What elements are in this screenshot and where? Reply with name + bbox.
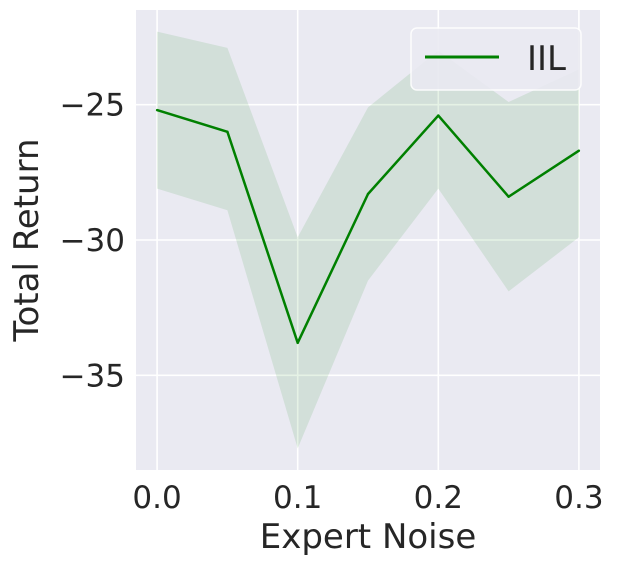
series-lines [155, 108, 581, 345]
confidence-band [157, 31, 579, 449]
y-tick-label: −25 [60, 88, 125, 124]
legend: IIL [410, 27, 582, 91]
x-tick-label: 0.2 [414, 480, 463, 516]
data-point [437, 114, 440, 117]
confidence-bands [157, 31, 579, 449]
data-point [507, 195, 510, 198]
y-tick-label: −35 [60, 358, 125, 394]
y-tick-label: −30 [60, 223, 125, 259]
data-point [155, 108, 159, 112]
y-axis-label: Total Return [7, 138, 47, 342]
x-tick-label: 0.3 [554, 480, 603, 516]
data-point [226, 130, 229, 133]
x-tick-labels: 0.0 0.1 0.2 0.3 [132, 480, 603, 516]
data-point [577, 149, 581, 152]
x-tick-label: 0.0 [132, 480, 181, 516]
x-tick-label: 0.1 [273, 480, 322, 516]
x-axis-label: Expert Noise [260, 517, 477, 557]
data-point [296, 341, 299, 345]
legend-box [410, 27, 582, 91]
y-tick-labels: −25 −30 −35 [60, 88, 125, 395]
legend-label-iil: IIL [527, 39, 566, 79]
data-point [366, 192, 370, 196]
